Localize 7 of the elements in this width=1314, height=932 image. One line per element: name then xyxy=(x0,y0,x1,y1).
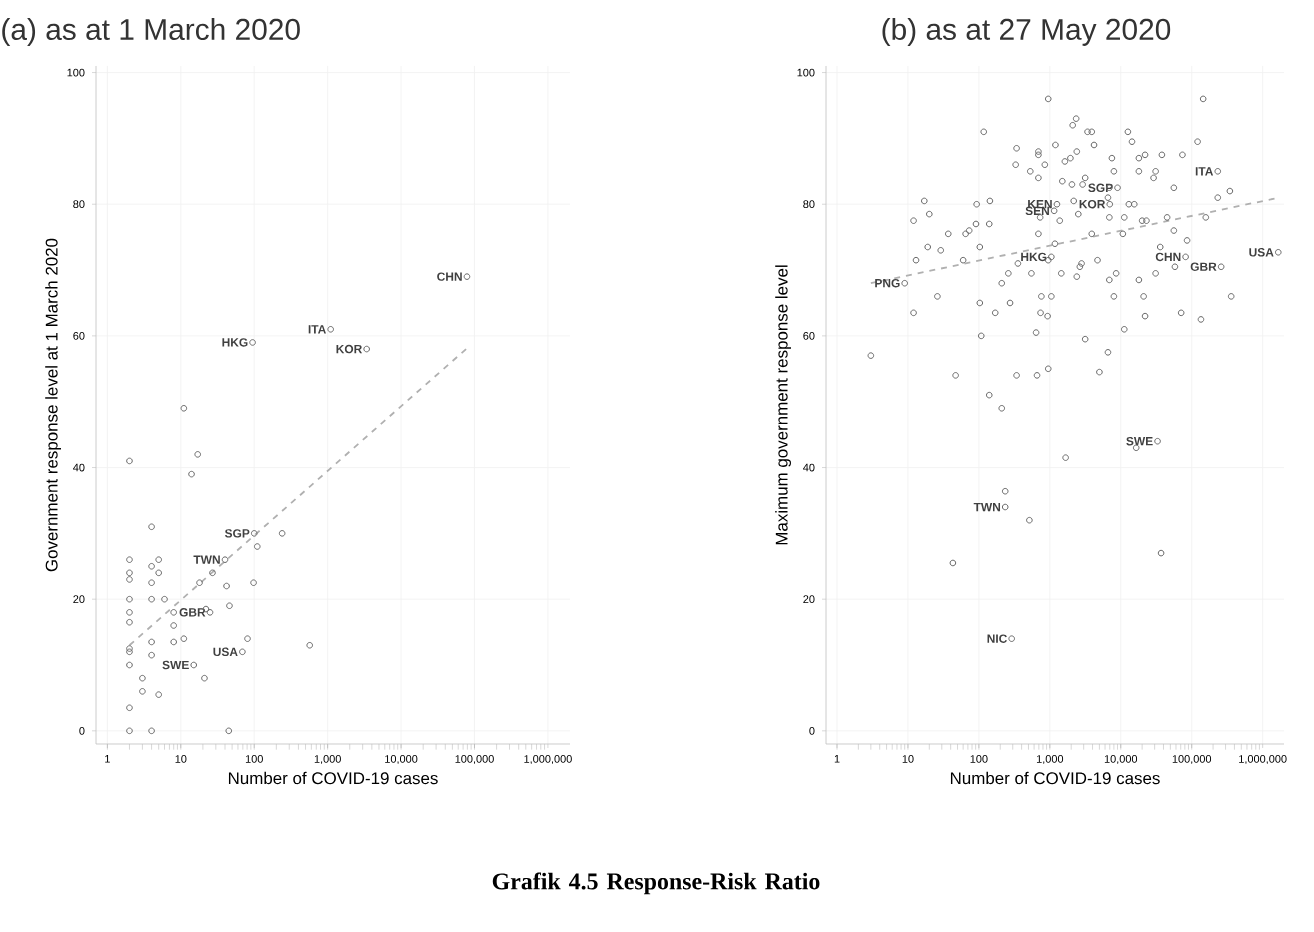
text: Grafik 4.5 Response-Risk Ratio xyxy=(492,872,820,895)
x-axis-title: Number of COVID-19 cases xyxy=(950,771,1160,785)
chart-title: (a) as at 1 March 2020 xyxy=(2,18,300,46)
y-axis-title: Maximum government response level xyxy=(775,265,791,545)
chart-title: (b) as at 27 May 2020 xyxy=(882,18,1171,46)
y-axis-title: Government response level at 1 March 2020 xyxy=(45,238,61,572)
x-axis-title: Number of COVID-19 cases xyxy=(228,771,438,785)
